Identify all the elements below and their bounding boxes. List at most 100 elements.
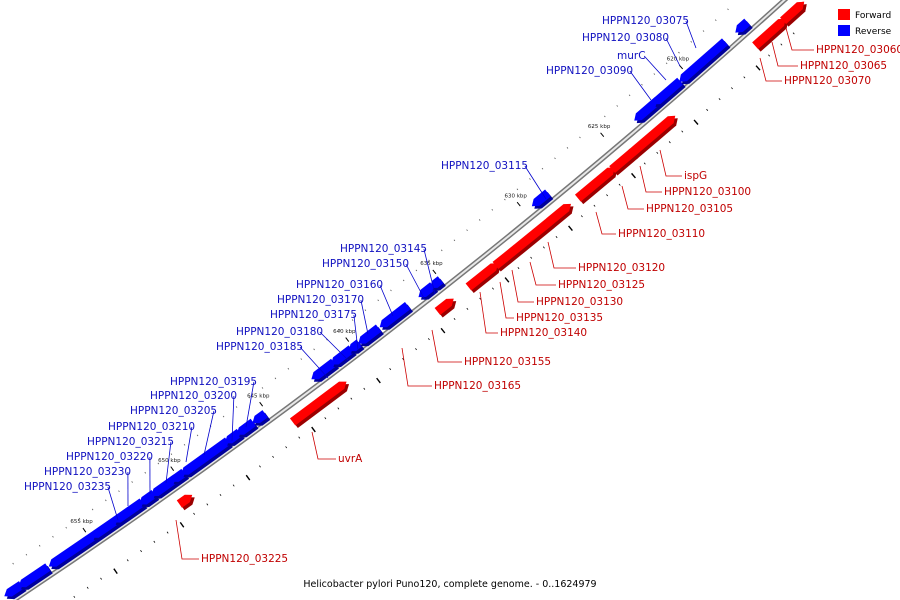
scale-dot-lower: [298, 436, 301, 439]
reverse-label-leader: [107, 486, 119, 521]
reverse-gene-24-body: [735, 18, 751, 33]
reverse-gene-22-body: [653, 77, 684, 105]
scale-dot-lower: [337, 407, 340, 410]
forward-gene-label: HPPN120_03130: [536, 296, 623, 308]
scale-dot-upper: [300, 358, 303, 360]
scale-dot-lower: [631, 172, 636, 179]
forward-gene-3-body: [434, 298, 454, 316]
scale-tick-label: 655 kbp: [70, 519, 93, 525]
scale-tick-mark: [259, 401, 264, 407]
forward-gene-14-body: [763, 18, 786, 40]
legend-reverse-label: Reverse: [855, 27, 892, 37]
scale-dot-upper: [604, 115, 606, 118]
reverse-gene-13: [311, 358, 340, 382]
scale-tick-label: 620 kbp: [667, 56, 690, 62]
forward-label-leader: [431, 329, 462, 363]
scale-dot-upper: [390, 289, 392, 292]
forward-gene-1: [176, 494, 195, 511]
reverse-label-leader: [643, 55, 667, 81]
scale-dot-upper: [131, 481, 133, 483]
scale-dot-upper: [466, 229, 468, 232]
forward-gene-label: HPPN120_03060: [816, 44, 900, 56]
forward-gene-label: HPPN120_03135: [516, 312, 603, 324]
forward-gene-label: HPPN120_03070: [784, 75, 871, 87]
forward-gene-7: [513, 218, 557, 255]
reverse-gene-9: [181, 437, 233, 478]
scale-tick-label: 640 kbp: [333, 329, 356, 335]
scale-dots: [12, 8, 795, 598]
forward-gene-4: [465, 263, 501, 294]
forward-gene-label: HPPN120_03125: [558, 279, 645, 291]
scale-dot-lower: [492, 287, 494, 290]
scale-dot-lower: [324, 417, 327, 420]
reverse-gene-2-body: [18, 563, 51, 588]
scale-dot-lower: [792, 32, 795, 35]
scale-dot-lower: [479, 297, 482, 300]
scale-dot-upper: [641, 83, 643, 86]
reverse-gene-17: [379, 301, 413, 330]
reverse-label-leader: [524, 165, 547, 200]
scale-dot-upper: [196, 434, 199, 437]
forward-gene-2: [289, 381, 350, 429]
reverse-label-leader: [629, 70, 652, 101]
scale-dot-lower: [718, 98, 721, 101]
forward-gene-15: [780, 1, 807, 27]
forward-gene-label: HPPN120_03065: [800, 60, 887, 72]
reverse-gene-label: HPPN120_03080: [582, 32, 669, 44]
scale-dot-lower: [427, 338, 430, 341]
scale-dot-upper: [170, 453, 173, 456]
forward-label-leader: [547, 241, 576, 269]
reverse-gene-19: [430, 276, 446, 291]
scale-dot-lower: [350, 397, 353, 400]
forward-gene-15-body: [780, 1, 805, 25]
scale-dot-lower: [743, 76, 746, 79]
reverse-gene-label: HPPN120_03075: [602, 15, 689, 27]
forward-gene-label: HPPN120_03110: [618, 228, 705, 240]
scale-dot-lower: [755, 65, 761, 71]
reverse-gene-label: HPPN120_03160: [296, 279, 383, 291]
scale-tick-label: 645 kbp: [247, 393, 270, 399]
scale-dot-upper: [541, 167, 544, 170]
reverse-gene-3-body: [48, 530, 99, 567]
scale-tick-label: 630 kbp: [504, 193, 527, 199]
reverse-gene-23: [679, 38, 731, 85]
scale-dot-upper: [12, 562, 14, 565]
scale-dot-upper: [261, 387, 264, 389]
reverse-label-leader: [360, 299, 369, 335]
forward-label-leader: [621, 185, 644, 210]
reverse-gene-label: HPPN120_03150: [322, 258, 409, 270]
forward-label-leader: [595, 211, 616, 235]
scale-dot-upper: [183, 443, 186, 446]
scale-dot-upper: [25, 553, 28, 556]
reverse-gene-1-body: [4, 581, 24, 597]
reverse-gene-13-body: [311, 358, 337, 380]
forward-label-leader: [759, 57, 782, 82]
scale-dot-lower: [568, 225, 573, 231]
reverse-label-leader: [231, 395, 235, 442]
scale-dot-lower: [555, 236, 558, 239]
scale-dot-lower: [389, 367, 392, 371]
scale-tick-mark: [600, 132, 605, 137]
forward-gene-9: [574, 167, 618, 205]
reverse-gene-16-body: [358, 324, 382, 344]
genome-caption: Helicobacter pylori Puno120, complete ge…: [303, 579, 596, 590]
reverse-gene-2: [18, 563, 53, 590]
forward-gene-12-body: [648, 115, 676, 140]
scale-dot-lower: [376, 377, 381, 384]
forward-label-leader: [311, 431, 336, 460]
reverse-gene-3: [48, 530, 102, 570]
scale-dot-upper: [38, 544, 41, 547]
scale-dot-lower: [768, 54, 771, 57]
forward-gene-16-body: [796, 1, 805, 10]
reverse-gene-16: [358, 324, 384, 347]
scale-dot-upper: [616, 105, 619, 107]
scale-dot-lower: [285, 446, 288, 449]
scale-dot-upper: [727, 8, 729, 11]
scale-dot-lower: [206, 503, 209, 506]
scale-dot-lower: [606, 194, 609, 197]
forward-label-leader: [785, 27, 814, 51]
reverse-gene-4: [91, 515, 124, 541]
scale-dot-upper: [402, 279, 405, 282]
reverse-gene-label: HPPN120_03180: [236, 326, 323, 338]
